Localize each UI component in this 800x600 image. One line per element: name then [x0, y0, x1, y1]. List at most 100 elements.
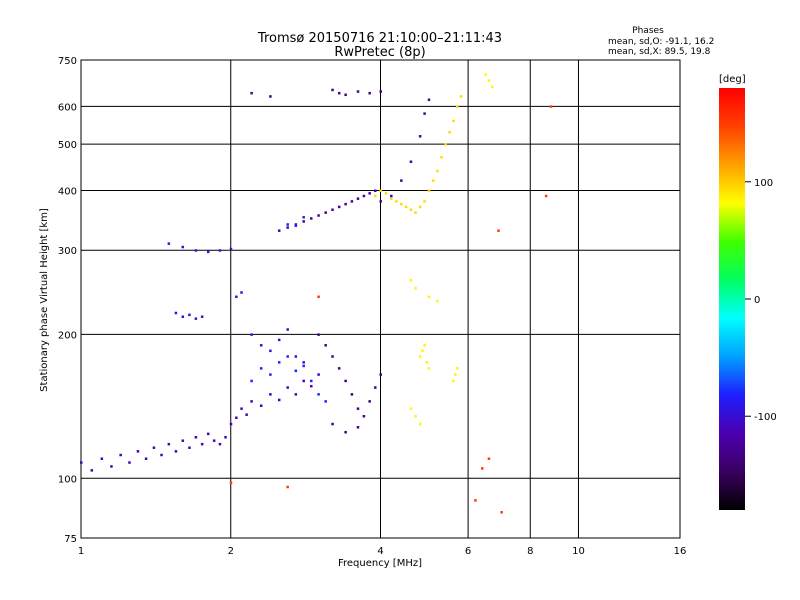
data-point [250, 333, 253, 336]
data-point [356, 407, 360, 410]
y-tick-label: 400 [58, 186, 77, 197]
data-point [245, 413, 248, 416]
data-point [160, 453, 163, 457]
x-tick-label: 10 [572, 546, 585, 557]
data-point [224, 435, 227, 439]
data-point [500, 511, 503, 514]
data-point [269, 349, 272, 353]
data-point [229, 481, 233, 484]
data-point [440, 156, 443, 159]
data-point [414, 414, 417, 418]
data-point [317, 295, 320, 299]
data-point [317, 214, 320, 217]
colorbar-ticks: 100 0 -100 [745, 178, 777, 423]
y-tick-label: 100 [58, 474, 77, 485]
data-point [240, 407, 243, 410]
data-point [294, 393, 298, 396]
data-point [456, 105, 459, 108]
data-point [427, 189, 431, 192]
data-point [490, 85, 494, 89]
data-point [286, 485, 289, 489]
data-point [167, 442, 171, 446]
data-point [350, 393, 354, 396]
data-point [194, 317, 198, 320]
data-points [80, 73, 553, 514]
data-point [436, 299, 439, 303]
x-axis-label: Frequency [MHz] [338, 558, 422, 569]
data-point [487, 457, 491, 460]
data-point [452, 379, 455, 383]
data-point [229, 422, 233, 426]
data-point [259, 404, 263, 407]
data-point [337, 205, 341, 209]
y-tick-label: 200 [58, 330, 77, 341]
data-point [250, 400, 253, 403]
data-point [487, 79, 491, 82]
data-point [431, 179, 435, 182]
phases-line-x: mean, sd,X: 89.5, 19.8 [608, 47, 711, 57]
data-point [206, 432, 210, 436]
data-point [409, 208, 413, 212]
data-point [286, 328, 289, 331]
data-point [427, 295, 431, 299]
y-tick-label: 75 [64, 534, 77, 545]
data-point [414, 287, 417, 290]
data-point [390, 197, 393, 200]
data-point [181, 315, 185, 318]
data-point [344, 379, 347, 383]
data-point [302, 361, 305, 364]
colorbar-tick-label: 0 [754, 295, 760, 306]
data-point [379, 189, 382, 192]
colorbar-tick-label: -100 [754, 412, 777, 423]
y-tick-label: 600 [58, 102, 77, 113]
colorbar-unit: [deg] [719, 74, 746, 85]
data-point [286, 223, 289, 226]
data-point [549, 105, 553, 108]
data-point [368, 192, 371, 195]
data-point [331, 422, 334, 426]
data-point [269, 95, 272, 98]
data-point [240, 291, 243, 294]
data-point [100, 457, 104, 460]
data-point [229, 247, 233, 251]
data-point [331, 355, 334, 358]
data-point [250, 379, 253, 383]
data-point [128, 461, 131, 464]
data-point [174, 450, 178, 453]
data-point [350, 200, 354, 203]
data-point [294, 369, 298, 373]
data-point [181, 245, 185, 249]
data-point [277, 398, 281, 402]
data-point [374, 386, 377, 389]
data-point [181, 439, 185, 442]
x-tick-label: 6 [465, 546, 471, 557]
data-point [409, 278, 413, 282]
data-point [310, 384, 313, 388]
x-tick-label: 1 [78, 546, 84, 557]
data-point [456, 367, 459, 370]
data-point [427, 98, 431, 102]
data-point [474, 499, 477, 502]
data-point [448, 131, 451, 134]
data-point [250, 91, 253, 95]
data-point [80, 461, 83, 464]
data-point [418, 422, 422, 426]
data-point [481, 467, 484, 470]
data-point [374, 189, 377, 192]
data-point [344, 430, 347, 434]
data-point [379, 90, 382, 93]
data-point [356, 197, 360, 200]
data-point [317, 373, 320, 376]
data-point [119, 453, 122, 457]
x-tick-label: 8 [527, 546, 533, 557]
data-point [409, 160, 413, 163]
data-point [286, 226, 289, 229]
data-point [218, 249, 222, 252]
data-point [400, 179, 403, 182]
data-point [414, 211, 417, 214]
data-point [152, 446, 156, 449]
data-point [423, 200, 426, 203]
y-tick-label: 750 [58, 56, 77, 67]
y-tick-label: 300 [58, 246, 77, 257]
data-point [310, 217, 313, 220]
